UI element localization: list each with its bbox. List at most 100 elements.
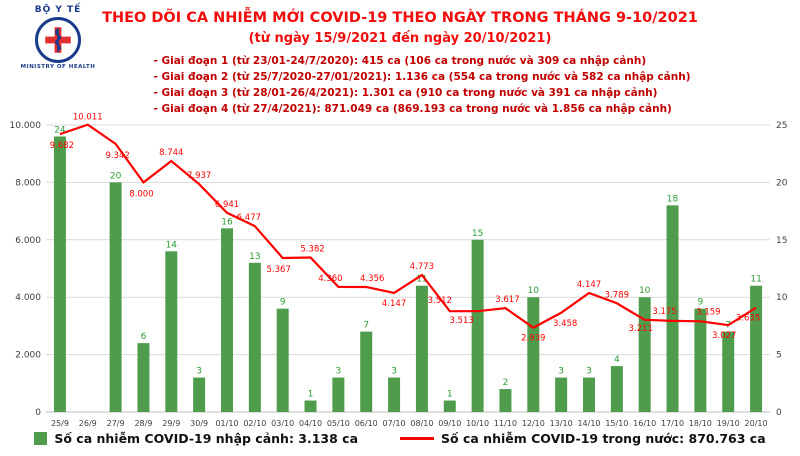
bar-label: 1 — [447, 390, 453, 400]
left-axis-tick: 6.000 — [15, 236, 41, 246]
bar-label: 4 — [614, 355, 620, 365]
bar-label: 9 — [280, 298, 286, 308]
line-label: 9.682 — [50, 141, 74, 151]
bar-label: 15 — [472, 229, 483, 239]
bar-09/10 — [443, 400, 456, 412]
line-label: 3.635 — [736, 314, 760, 324]
left-axis-tick: 10.000 — [10, 121, 42, 131]
bar-label: 13 — [249, 252, 260, 262]
bar-14/10 — [583, 377, 595, 412]
bar-13/10 — [555, 377, 568, 412]
logo-top-text: BỘ Y TẾ — [34, 5, 82, 15]
bar-label: 2 — [503, 378, 509, 388]
x-axis-label: 06/10 — [355, 419, 378, 428]
bar-25/9 — [53, 136, 66, 413]
right-axis-tick: 10 — [776, 293, 788, 303]
bar-03/10 — [276, 308, 289, 412]
bar-05/10 — [332, 377, 345, 412]
bar-label: 3 — [586, 367, 592, 377]
bar-10/10 — [471, 239, 484, 412]
bar-label: 20 — [110, 171, 122, 181]
bar-06/10 — [360, 331, 373, 412]
page-subtitle: (từ ngày 15/9/2021 đến ngày 20/10/2021) — [248, 31, 552, 46]
chart-legend: Số ca nhiễm COVID-19 nhập cảnh: 3.138 ca… — [0, 431, 800, 446]
bar-20/10 — [750, 285, 763, 412]
bar-label: 3 — [336, 367, 342, 377]
line-label: 4.773 — [410, 262, 434, 272]
line-label: 6.477 — [237, 213, 261, 223]
bar-19/10 — [722, 331, 735, 412]
bar-30/9 — [193, 377, 206, 412]
legend-item-domestic: Số ca nhiễm COVID-19 trong nước: 870.763… — [400, 431, 766, 446]
line-label: 5.367 — [267, 265, 291, 275]
legend-item-imported: Số ca nhiễm COVID-19 nhập cảnh: 3.138 ca — [34, 431, 358, 446]
x-axis-label: 10/10 — [466, 419, 489, 428]
bar-label: 10 — [528, 286, 540, 296]
right-axis-tick: 20 — [776, 178, 788, 188]
line-label: 3.789 — [605, 290, 629, 300]
phase-notes: - Giai đoạn 1 (từ 23/01-24/7/2020): 415 … — [0, 53, 800, 117]
line-label: 10.011 — [73, 113, 103, 123]
phase-note-4: - Giai đoạn 4 (từ 27/4/2021): 871.049 ca… — [153, 103, 672, 115]
x-axis-label: 25/9 — [51, 419, 69, 428]
left-axis-tick: 4.000 — [15, 293, 41, 303]
bar-16/10 — [638, 297, 651, 412]
domestic-cases-line — [59, 123, 757, 329]
bar-18/10 — [694, 308, 707, 412]
bar-label: 3 — [196, 367, 202, 377]
x-axis-label: 11/10 — [494, 419, 517, 428]
x-axis-label: 14/10 — [577, 419, 600, 428]
x-axis-label: 17/10 — [661, 419, 684, 428]
x-axis-label: 08/10 — [410, 419, 433, 428]
legend-imported-label: Số ca nhiễm COVID-19 nhập cảnh: 3.138 ca — [54, 431, 359, 446]
line-swatch-icon — [400, 437, 435, 440]
bar-04/10 — [304, 400, 317, 412]
line-label: 3.617 — [495, 295, 519, 305]
x-axis-label: 18/10 — [689, 419, 712, 428]
bar-label: 9 — [698, 298, 704, 308]
bar-12/10 — [527, 297, 540, 412]
line-label: 8.000 — [129, 189, 153, 199]
phase-note-1: - Giai đoạn 1 (từ 23/01-24/7/2020): 415 … — [153, 55, 647, 67]
phase-note-2: - Giai đoạn 2 (từ 25/7/2020-27/01/2021):… — [153, 71, 691, 83]
line-label: 3.458 — [553, 319, 577, 329]
bar-15/10 — [610, 366, 623, 412]
right-axis-tick: 5 — [776, 351, 782, 361]
line-label: 4.147 — [382, 299, 406, 309]
bar-label: 18 — [667, 194, 679, 204]
bar-17/10 — [666, 205, 679, 412]
bar-label: 3 — [391, 367, 397, 377]
bar-label: 24 — [54, 125, 66, 135]
bar-27/9 — [109, 182, 122, 412]
line-label: 9.342 — [105, 151, 129, 161]
x-axis-label: 15/10 — [605, 419, 628, 428]
bar-11/10 — [499, 389, 512, 412]
x-axis-label: 09/10 — [438, 419, 461, 428]
line-label: 2.939 — [521, 334, 545, 344]
line-label: 6.941 — [215, 200, 239, 210]
right-axis-tick: 25 — [776, 121, 787, 131]
bar-label: 11 — [416, 275, 427, 285]
bar-28/9 — [137, 343, 150, 412]
x-axis-label: 02/10 — [243, 419, 266, 428]
line-label: 7.937 — [187, 171, 211, 181]
bar-label: 14 — [166, 240, 178, 250]
line-label: 3.159 — [696, 307, 720, 317]
page-title: THEO DÕI CA NHIỄM MỚI COVID-19 THEO NGÀY… — [102, 10, 698, 26]
line-label: 3.027 — [712, 331, 736, 341]
phase-note-3: - Giai đoạn 3 (từ 28/01-26/4/2021): 1.30… — [153, 87, 658, 99]
left-axis-tick: 8.000 — [15, 178, 41, 188]
bar-label: 3 — [558, 367, 564, 377]
bar-label: 16 — [221, 217, 233, 227]
x-axis-label: 04/10 — [299, 419, 322, 428]
x-axis-label: 16/10 — [633, 419, 656, 428]
phase-notes-block: - Giai đoạn 1 (từ 23/01-24/7/2020): 415 … — [153, 53, 690, 117]
moh-emblem-icon — [35, 17, 81, 63]
x-axis-label: 28/9 — [134, 419, 152, 428]
x-axis-label: 30/9 — [190, 419, 208, 428]
left-axis-tick: 2.000 — [15, 351, 41, 361]
x-axis-label: 03/10 — [271, 419, 294, 428]
x-axis-label: 20/10 — [745, 419, 768, 428]
line-label: 4.360 — [318, 274, 342, 284]
